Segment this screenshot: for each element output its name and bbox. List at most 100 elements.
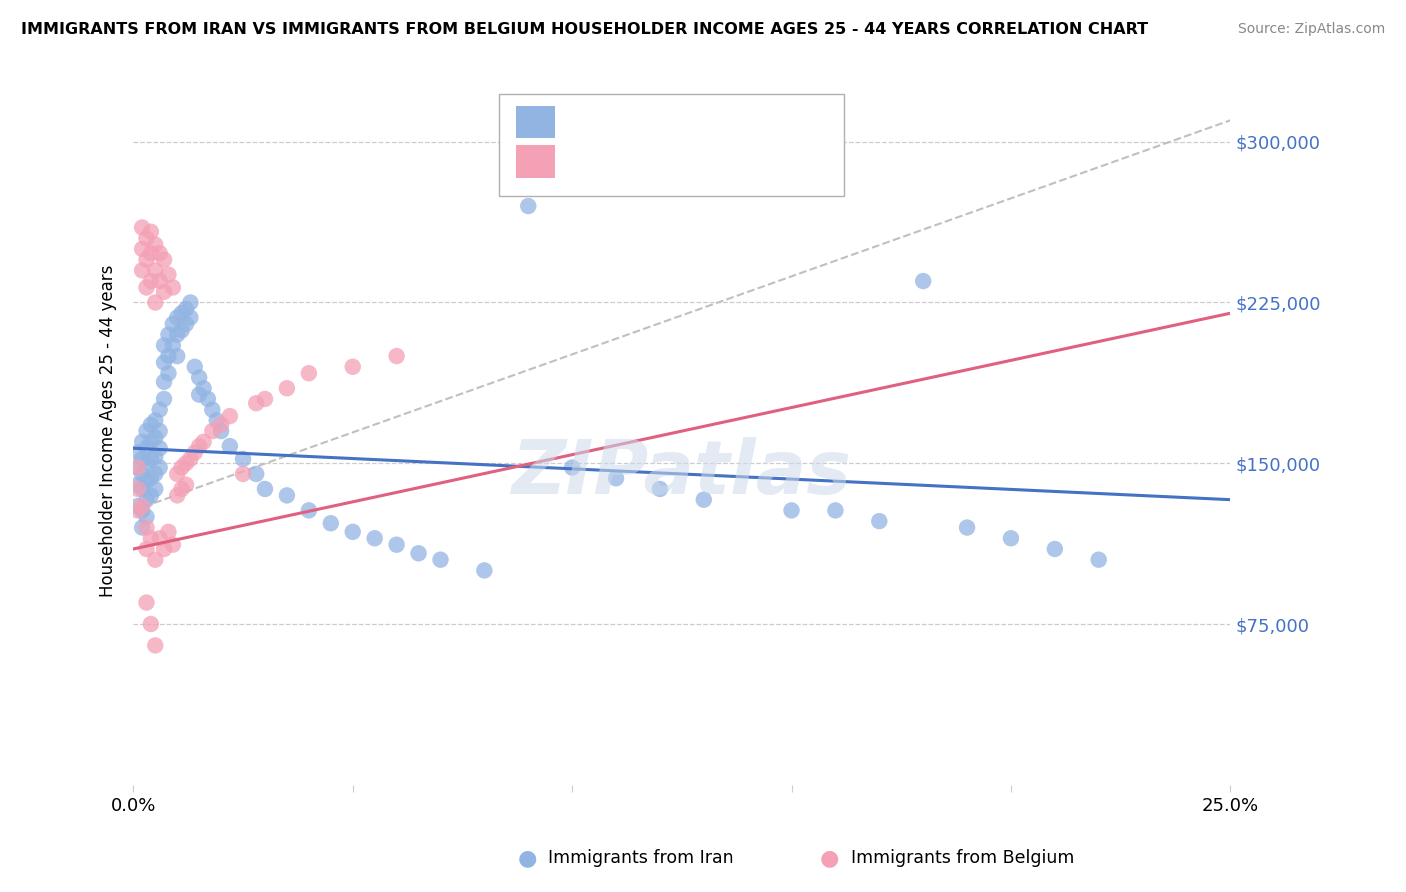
Point — [179, 295, 201, 310]
Point — [157, 327, 180, 342]
Point — [956, 520, 979, 534]
Point — [197, 392, 219, 406]
Point — [363, 531, 385, 545]
Point — [135, 252, 157, 267]
Point — [143, 450, 166, 464]
Point — [135, 596, 157, 610]
Point — [139, 246, 162, 260]
Point — [174, 456, 197, 470]
Text: Source: ZipAtlas.com: Source: ZipAtlas.com — [1237, 22, 1385, 37]
Point — [131, 434, 153, 449]
Point — [188, 387, 211, 401]
Point — [648, 482, 671, 496]
Point — [135, 520, 157, 534]
Point — [780, 503, 803, 517]
Point — [131, 499, 153, 513]
Point — [131, 503, 153, 517]
Point — [131, 242, 153, 256]
Point — [170, 482, 193, 496]
Point — [245, 467, 267, 481]
Point — [139, 617, 162, 632]
Point — [143, 237, 166, 252]
Text: ●: ● — [517, 848, 537, 868]
Point — [209, 417, 232, 432]
Point — [561, 460, 583, 475]
Point — [149, 274, 172, 288]
Point — [429, 552, 451, 566]
Point — [205, 413, 228, 427]
Point — [135, 231, 157, 245]
Text: IMMIGRANTS FROM IRAN VS IMMIGRANTS FROM BELGIUM HOUSEHOLDER INCOME AGES 25 - 44 : IMMIGRANTS FROM IRAN VS IMMIGRANTS FROM … — [21, 22, 1149, 37]
Point — [131, 520, 153, 534]
Point — [166, 310, 188, 325]
Point — [143, 295, 166, 310]
Point — [693, 492, 716, 507]
Point — [218, 439, 240, 453]
Point — [139, 531, 162, 545]
Point — [605, 471, 627, 485]
Y-axis label: Householder Income Ages 25 - 44 years: Householder Income Ages 25 - 44 years — [100, 265, 117, 598]
Point — [143, 552, 166, 566]
Point — [298, 366, 321, 380]
Point — [153, 338, 176, 352]
Point — [139, 274, 162, 288]
Point — [166, 327, 188, 342]
Point — [385, 349, 408, 363]
Point — [131, 452, 153, 467]
Point — [184, 445, 207, 459]
Point — [127, 477, 149, 491]
Point — [209, 424, 232, 438]
Point — [245, 396, 267, 410]
Point — [232, 467, 254, 481]
Point — [157, 524, 180, 539]
Point — [153, 392, 176, 406]
Point — [162, 538, 184, 552]
Point — [253, 482, 276, 496]
Text: ZIPatlas: ZIPatlas — [512, 437, 852, 510]
Point — [135, 509, 157, 524]
Point — [1043, 541, 1066, 556]
Point — [162, 338, 184, 352]
Point — [127, 499, 149, 513]
Point — [166, 488, 188, 502]
Point — [153, 375, 176, 389]
Point — [135, 424, 157, 438]
Point — [139, 434, 162, 449]
Point — [135, 442, 157, 456]
Point — [143, 482, 166, 496]
Point — [201, 402, 224, 417]
Point — [153, 541, 176, 556]
Point — [127, 445, 149, 459]
Point — [149, 246, 172, 260]
Point — [131, 263, 153, 277]
Point — [127, 460, 149, 475]
Point — [184, 359, 207, 374]
Point — [201, 424, 224, 438]
Point — [179, 310, 201, 325]
Point — [170, 323, 193, 337]
Point — [193, 381, 215, 395]
Point — [135, 541, 157, 556]
Point — [174, 301, 197, 316]
Point — [232, 452, 254, 467]
Point — [166, 467, 188, 481]
Point — [1000, 531, 1022, 545]
Point — [157, 366, 180, 380]
Point — [149, 402, 172, 417]
Point — [868, 514, 890, 528]
Text: ●: ● — [820, 848, 839, 868]
Point — [127, 482, 149, 496]
Point — [157, 349, 180, 363]
Point — [131, 467, 153, 481]
Point — [218, 409, 240, 423]
Point — [135, 280, 157, 294]
Point — [139, 225, 162, 239]
Text: R =  0.286   N = 53: R = 0.286 N = 53 — [569, 153, 776, 170]
Point — [824, 503, 846, 517]
Point — [127, 460, 149, 475]
Point — [143, 263, 166, 277]
Point — [143, 413, 166, 427]
Point — [149, 460, 172, 475]
Point — [162, 317, 184, 331]
Point — [174, 317, 197, 331]
